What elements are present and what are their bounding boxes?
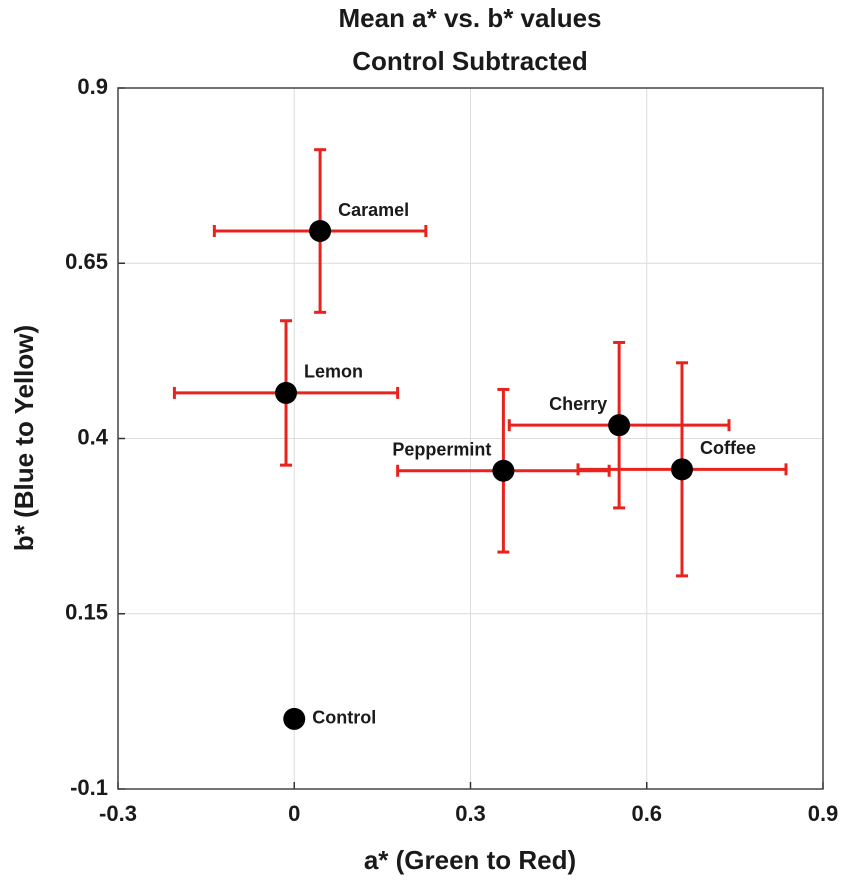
point	[283, 707, 306, 730]
x-tick-label: 0.3	[455, 801, 486, 826]
x-tick-label: 0.9	[808, 801, 839, 826]
chart-title: Mean a* vs. b* values	[338, 3, 601, 33]
y-tick-label: -0.1	[70, 775, 108, 800]
point-label: Lemon	[304, 362, 363, 382]
point	[275, 381, 298, 404]
point-label: Control	[312, 708, 376, 728]
chart-subtitle: Control Subtracted	[352, 46, 587, 76]
point	[309, 220, 332, 243]
y-tick-label: 0.65	[65, 249, 108, 274]
x-tick-label: 0.6	[631, 801, 662, 826]
point-label: Peppermint	[392, 439, 491, 459]
y-tick-label: 0.15	[65, 600, 108, 625]
y-tick-label: 0.4	[77, 424, 108, 449]
point-label: Caramel	[338, 200, 409, 220]
point	[608, 414, 631, 437]
plot-frame	[117, 87, 824, 790]
point	[492, 459, 515, 482]
x-axis-label: a* (Green to Red)	[364, 845, 576, 875]
point-label: Cherry	[549, 394, 607, 414]
x-tick-label: -0.3	[99, 801, 137, 826]
y-tick-label: 0.9	[77, 74, 108, 99]
x-tick-label: 0	[288, 801, 300, 826]
point	[671, 458, 693, 481]
y-axis-label: b* (Blue to Yellow)	[9, 325, 39, 551]
point-label: Coffee	[700, 438, 756, 458]
